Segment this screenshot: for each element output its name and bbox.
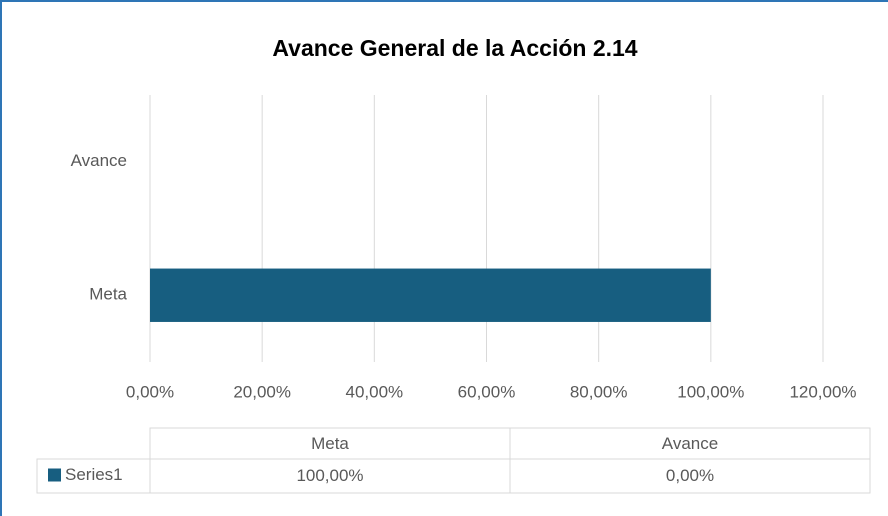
x-tick-label: 80,00%: [570, 382, 628, 401]
legend-swatch: [48, 468, 61, 482]
table-cell: [509, 458, 871, 494]
table-header: Meta: [311, 434, 349, 453]
bar: [150, 268, 711, 322]
x-tick-label: 40,00%: [345, 382, 403, 401]
x-tick-label: 60,00%: [458, 382, 516, 401]
y-tick-label: Meta: [89, 285, 127, 304]
x-tick-label: 100,00%: [677, 382, 744, 401]
y-tick-label: Avance: [71, 151, 127, 170]
x-tick-label: 0,00%: [126, 382, 174, 401]
table-value: 100,00%: [296, 466, 363, 485]
x-tick-label: 20,00%: [233, 382, 291, 401]
table-header: Avance: [662, 434, 718, 453]
x-tick-label: 120,00%: [789, 382, 856, 401]
legend-label: Series1: [65, 465, 123, 484]
chart-title: Avance General de la Acción 2.14: [272, 35, 637, 61]
table-value: 0,00%: [666, 466, 714, 485]
